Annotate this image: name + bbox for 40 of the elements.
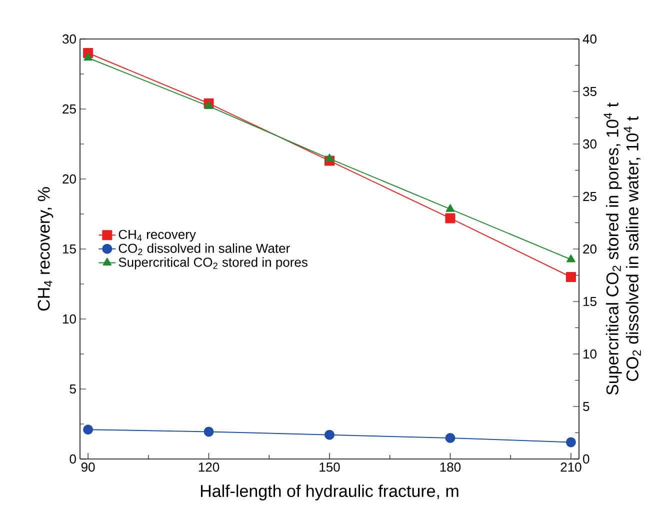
x-axis-title: Half-length of hydraulic fracture, m	[200, 484, 458, 500]
x-tick-label: 90	[81, 462, 95, 472]
y2-tick-label: 10	[584, 349, 596, 359]
y-tick-label: 15	[63, 244, 76, 254]
y2-tick-label: 15	[584, 296, 596, 306]
point	[324, 430, 335, 440]
point	[204, 101, 214, 109]
point	[566, 437, 576, 448]
y-tick-label: 30	[62, 34, 76, 44]
x-tick-label: 210	[560, 462, 582, 472]
y-tick-label: 20	[62, 174, 76, 184]
point	[84, 52, 92, 61]
point	[566, 272, 576, 282]
legend-label: CO$_{2}$ dissolved in saline Water	[118, 243, 290, 256]
y2-tick-label: 5	[583, 402, 590, 412]
y-tick-label: 10	[63, 314, 76, 324]
x-tick-label: 180	[440, 462, 461, 472]
point	[204, 426, 214, 437]
point	[446, 204, 455, 212]
y2-tick-label: 20	[583, 244, 596, 254]
x-tick-label: 150	[320, 462, 340, 472]
legend-label: Supercritical CO$_{2}$ stored in pores	[118, 257, 308, 270]
y2-tick-label: 40	[582, 34, 596, 44]
point	[325, 154, 334, 162]
point	[566, 254, 576, 262]
y2-tick-label: 25	[583, 192, 596, 202]
y-axis-title: CH$_{4}$ recovery, %	[38, 187, 54, 311]
point	[445, 213, 456, 224]
legend-label: CH$_{4}$ recovery	[118, 230, 196, 242]
point	[83, 424, 94, 435]
y2-tick-label: 0	[583, 454, 590, 464]
y-tick-label: 5	[70, 384, 76, 394]
text: CO$_{2}$ dissolved in saline water, 10$^{4}$ t	[624, 116, 641, 381]
point	[445, 433, 456, 443]
y-tick-label: 0	[70, 454, 76, 464]
x-tick-label: 120	[198, 462, 220, 472]
y-tick-label: 25	[62, 104, 76, 114]
text: Supercritical CO$_{2}$ stored in pores, 10$^{4}$ t	[604, 102, 622, 395]
y2-tick-label: 35	[583, 86, 596, 96]
y2-tick-label: 30	[583, 139, 596, 149]
